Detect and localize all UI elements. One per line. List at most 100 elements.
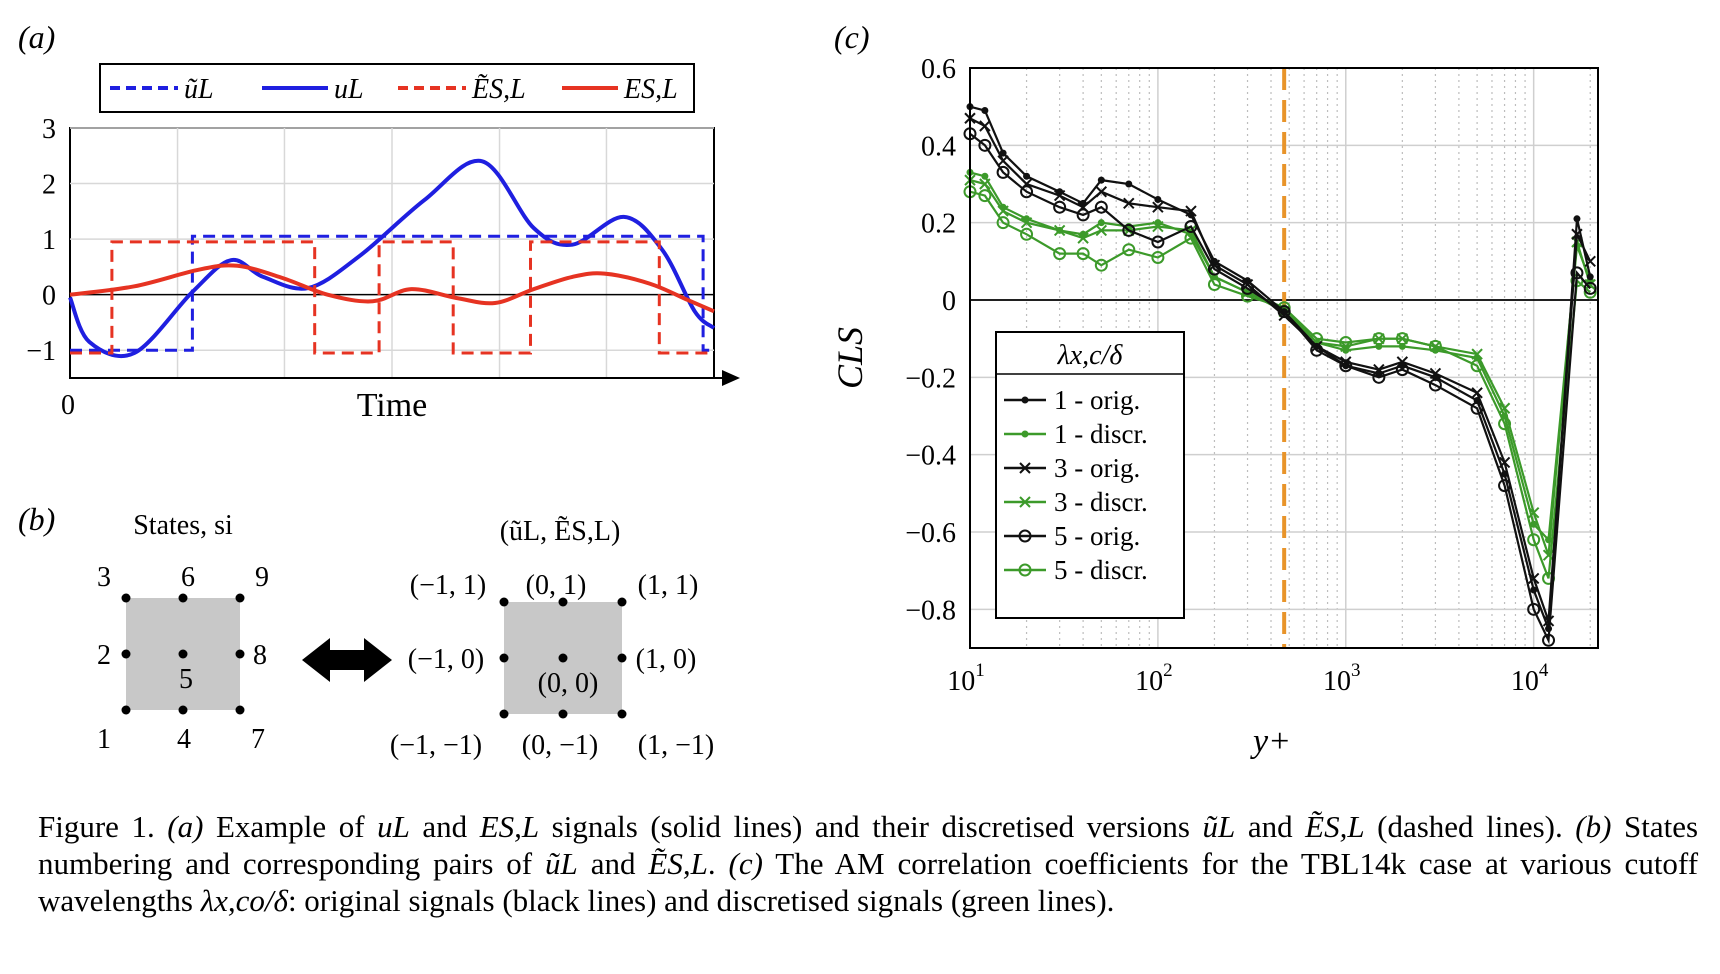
panel-c-point-5-2 bbox=[996, 216, 1010, 230]
panel-c-legend-marker-0 bbox=[1021, 396, 1029, 404]
panel-c-point-0-3 bbox=[1023, 172, 1031, 180]
panel-c-xtick-2: 103 bbox=[1323, 660, 1361, 697]
panel-c-point-3-2 bbox=[997, 205, 1009, 217]
panel-a-ytick-3: 0 bbox=[42, 281, 56, 312]
panel-a-ytick-4: −1 bbox=[26, 336, 56, 367]
panel-b: States, si (ũL, ẼS,L) 1 2 3 4 5 6 7 8 9 … bbox=[97, 510, 714, 761]
panel-a-ytick-1: 2 bbox=[42, 170, 56, 201]
panel-c-point-5-18 bbox=[1470, 359, 1484, 373]
panel-b-dot-0-0-0 bbox=[121, 705, 131, 715]
panel-c-legend-label-0: 1 - orig. bbox=[1054, 385, 1140, 415]
panel-c-point-0-2 bbox=[999, 149, 1007, 157]
panel-c-legend-item-2: 3 - orig. bbox=[1004, 453, 1140, 483]
state-numbers: 1 2 3 4 5 6 7 8 9 bbox=[97, 562, 269, 755]
panel-b-dot-1-0-0 bbox=[499, 709, 509, 719]
panel-c-legend-items: 1 - orig. 1 - discr. 3 - orig. 3 - discr. 5 … bbox=[1004, 385, 1148, 585]
panel-a-series bbox=[68, 158, 716, 359]
panel-c-point-2-9 bbox=[1185, 205, 1197, 217]
caption-part-17: The AM correlation coefficients for the … bbox=[38, 846, 1699, 918]
caption-part-12: ũL bbox=[545, 846, 578, 881]
panel-c-point-3-6 bbox=[1095, 224, 1108, 237]
panel-b-dot-1-1-1 bbox=[558, 653, 568, 663]
state-number-2: 2 bbox=[97, 640, 111, 671]
panel-c-point-5-10 bbox=[1207, 278, 1221, 292]
panel-b-dot-1-1-0 bbox=[558, 709, 568, 719]
panel-c-legend-marker-3 bbox=[1019, 496, 1031, 508]
panel-c-point-5-8 bbox=[1151, 250, 1165, 264]
panel-c-point-0-6 bbox=[1097, 176, 1105, 184]
panel-b-dot-0-1-2 bbox=[178, 593, 188, 603]
panel-c-point-5-16 bbox=[1395, 332, 1409, 346]
caption-part-8: ẼS,L bbox=[1305, 809, 1365, 844]
panel-c-point-4-7 bbox=[1122, 223, 1136, 237]
panel-c-point-2-19 bbox=[1498, 456, 1511, 469]
caption-part-0: (a) bbox=[167, 809, 204, 844]
panel-c-point-2-14 bbox=[1340, 356, 1352, 368]
panel-c-point-5-4 bbox=[1053, 247, 1067, 261]
panel-c-point-3-1 bbox=[979, 178, 991, 190]
panel-c-point-2-8 bbox=[1152, 201, 1164, 213]
panel-a-series-1 bbox=[68, 158, 716, 359]
panel-a-xtick-0: 0 bbox=[61, 390, 75, 421]
panel-c-legend-item-4: 5 - orig. bbox=[1004, 521, 1140, 551]
panel-a-series-3 bbox=[69, 263, 715, 314]
panel-c-point-5-5 bbox=[1076, 247, 1090, 261]
caption-part-6: ũL bbox=[1202, 809, 1236, 844]
panel-c-legend-marker-2 bbox=[1019, 462, 1031, 474]
panel-c-legend-item-0: 1 - orig. bbox=[1004, 385, 1140, 415]
panel-c-point-4-22 bbox=[1570, 266, 1584, 280]
panel-a-xlabel: Time bbox=[357, 387, 428, 424]
panel-c-point-5-17 bbox=[1428, 339, 1442, 353]
panel-c-point-4-4 bbox=[1053, 200, 1067, 214]
panel-c-point-4-5 bbox=[1076, 208, 1090, 222]
panel-c-legend-marker-5 bbox=[1018, 563, 1032, 577]
caption-part-16: (c) bbox=[728, 846, 763, 881]
panel-c-point-0-7 bbox=[1125, 180, 1133, 188]
pair-label-5: (0, 0) bbox=[538, 668, 599, 699]
panel-c-point-3-4 bbox=[1053, 224, 1066, 237]
panel-c-xtick-0: 101 bbox=[947, 660, 985, 697]
panel-c-point-2-23 bbox=[1584, 255, 1596, 268]
panel-c-ytick-5: 0.2 bbox=[921, 209, 956, 240]
caption-part-14: ẼS,L bbox=[648, 846, 708, 881]
panel-b-dot-1-2-0 bbox=[617, 709, 627, 719]
panel-c-point-2-2 bbox=[997, 155, 1009, 167]
pair-label-2: (−1, 0) bbox=[408, 644, 484, 675]
panel-c-point-0-1 bbox=[981, 107, 989, 115]
caption-part-10: (b) bbox=[1575, 809, 1612, 844]
state-number-9: 9 bbox=[255, 562, 269, 593]
panel-c-legend-marker-1 bbox=[1021, 430, 1029, 438]
state-number-1: 1 bbox=[97, 724, 111, 755]
panel-c-legend-label-3: 3 - discr. bbox=[1054, 487, 1148, 517]
panel-c-ytick-2: −0.4 bbox=[905, 441, 956, 472]
caption-part-5: signals (solid lines) and their discreti… bbox=[539, 809, 1203, 844]
panel-c-legend-label-5: 5 - discr. bbox=[1054, 555, 1148, 585]
panel-c-series-line-0 bbox=[969, 105, 1592, 630]
panel-c-ytick-4: 0 bbox=[942, 286, 956, 317]
panel-c-point-4-8 bbox=[1151, 235, 1165, 249]
state-number-7: 7 bbox=[251, 724, 265, 755]
pair-label-9: (1, 1) bbox=[638, 570, 699, 601]
panel-c-ticks: −0.8 −0.6 −0.4 −0.2 0 0.2 0.4 0.6 101 102 103 104 bbox=[905, 54, 1549, 697]
panel-c-point-4-13 bbox=[1310, 343, 1324, 357]
pair-label-1: (−1, −1) bbox=[390, 730, 482, 761]
panel-a-ytick-2: 1 bbox=[42, 225, 56, 256]
panel-c-point-0-23 bbox=[1586, 273, 1594, 281]
panel-c-legend: λx,c/δ 1 - orig. 1 - discr. 3 - orig. 3 - d… bbox=[995, 331, 1185, 619]
panel-c-point-4-20 bbox=[1527, 602, 1541, 616]
panel-c-point-4-19 bbox=[1498, 479, 1512, 493]
caption-part-1: Example of bbox=[203, 809, 378, 844]
panel-c-point-2-4 bbox=[1053, 189, 1066, 202]
state-number-5: 5 bbox=[179, 664, 193, 695]
caption-part-13: and bbox=[577, 846, 649, 881]
panel-c-point-2-11 bbox=[1241, 278, 1254, 291]
panel-b-dot-1-2-1 bbox=[617, 653, 627, 663]
panel-c-point-2-1 bbox=[979, 120, 991, 132]
figure-caption: Figure 1. (a) Example of uL and ES,L sig… bbox=[38, 808, 1698, 919]
panel-b-dot-1-0-2 bbox=[499, 597, 509, 607]
panel-c-point-4-23 bbox=[1583, 281, 1597, 295]
panel-c-legend-label-1: 1 - discr. bbox=[1054, 419, 1148, 449]
panel-c-point-4-6 bbox=[1094, 200, 1108, 214]
